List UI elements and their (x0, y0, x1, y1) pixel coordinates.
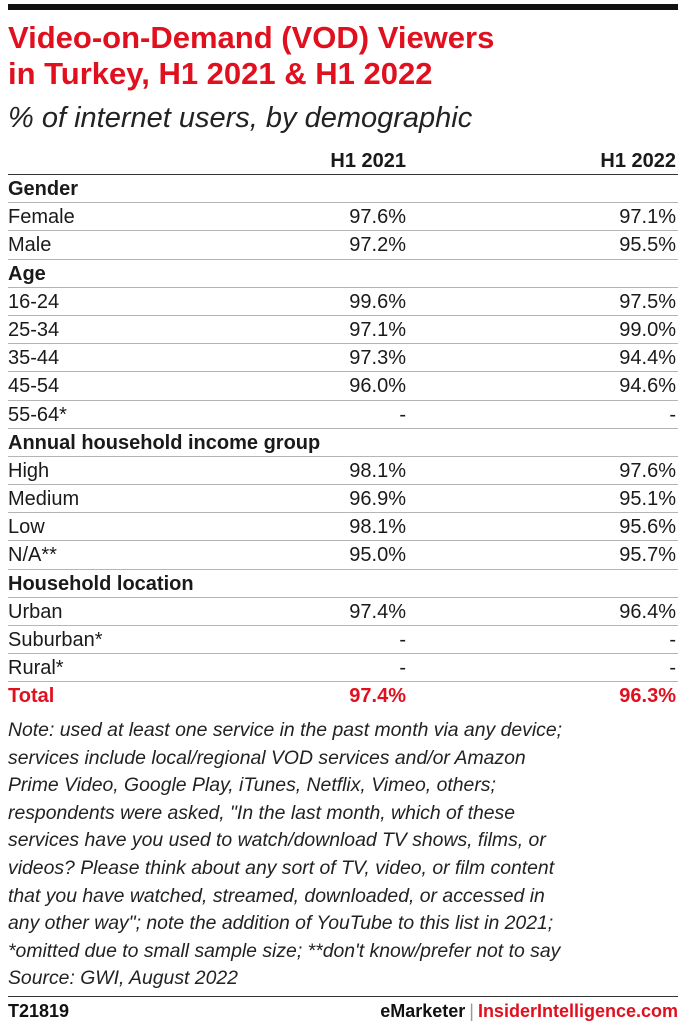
cell-h1-2021: - (399, 657, 406, 680)
cell-h1-2021: 96.9% (349, 488, 406, 511)
chart-id: T21819 (8, 1001, 70, 1021)
table-row: Suburban* - - (8, 626, 678, 655)
total-row: Total 97.4% 96.3% (8, 682, 678, 710)
table-row: 55-64* - - (8, 401, 678, 429)
cell-h1-2021: 95.0% (349, 544, 406, 567)
row-label: 35-44 (8, 347, 60, 370)
cell-h1-2022: 95.1% (619, 488, 676, 511)
row-label: Rural* (8, 657, 64, 680)
row-label: Urban (8, 600, 63, 623)
table-row: N/A** 95.0% 95.7% (8, 541, 678, 570)
table-row: Medium 96.9% 95.1% (8, 485, 678, 514)
section-row: Age (8, 260, 678, 288)
row-label: High (8, 459, 50, 482)
cell-h1-2022: - (669, 403, 676, 426)
note-line: Note: used at least one service in the p… (8, 719, 563, 741)
row-label: N/A** (8, 544, 57, 567)
cell-h1-2022: 97.5% (619, 290, 676, 313)
cell-h1-2021: 98.1% (349, 459, 406, 482)
note-line: services include local/regional VOD serv… (8, 746, 526, 769)
table-body: Gender Female 97.6% 97.1% Male 97.2% 95.5% Age 1… (8, 175, 678, 711)
table-row: 35-44 97.3% 94.4% (8, 344, 678, 373)
top-rule (8, 4, 678, 10)
table-row: Rural* - - (8, 654, 678, 683)
chart-subtitle: % of internet users, by demographic (8, 102, 473, 134)
cell-h1-2022: - (669, 629, 676, 651)
table-row: Urban 97.4% 96.4% (8, 598, 678, 626)
cell-h1-2022: 95.7% (619, 544, 676, 567)
cell-h1-2022: 96.3% (619, 685, 676, 708)
section-row: Household location (8, 570, 678, 598)
note-line: respondents were asked, "In the last mon… (8, 801, 516, 824)
cell-h1-2021: 99.6% (349, 290, 406, 313)
column-header-h1-2022: H1 2022 (600, 150, 676, 172)
chart-note: Note: used at least one service in the p… (8, 717, 678, 993)
row-label: Medium (8, 488, 80, 511)
cell-h1-2022: 97.1% (619, 206, 676, 229)
cell-h1-2021: 96.0% (349, 375, 406, 398)
table-row: Low 98.1% 95.6% (8, 513, 678, 542)
row-label: Female (8, 206, 75, 229)
cell-h1-2022: 95.5% (619, 234, 676, 257)
cell-h1-2022: 94.4% (619, 347, 676, 370)
row-label: 25-34 (8, 318, 60, 341)
cell-h1-2022: 94.6% (619, 375, 676, 398)
note-line: Prime Video, Google Play, iTunes, Netfli… (8, 774, 496, 797)
table-row: 45-54 96.0% 94.6% (8, 372, 678, 401)
cell-h1-2021: - (399, 403, 406, 426)
table-row: High 98.1% 97.6% (8, 457, 678, 486)
row-label: Male (8, 234, 52, 257)
cell-h1-2021: 97.1% (349, 318, 406, 341)
brand-insider-intelligence: InsiderIntelligence.com (477, 1001, 678, 1021)
row-label: Suburban* (8, 629, 103, 651)
cell-h1-2022: 95.6% (619, 516, 676, 539)
cell-h1-2021: 97.4% (349, 600, 406, 623)
note-line: that you have watched, streamed, downloa… (8, 884, 545, 907)
cell-h1-2021: 98.1% (349, 516, 406, 539)
footer-brand: eMarketer | InsiderIntelligence.com (380, 1001, 678, 1022)
note-line: *omitted due to small sample size; **don… (8, 939, 561, 962)
title-line-2: in Turkey, H1 2021 & H1 2022 (8, 56, 433, 91)
row-label: 45-54 (8, 375, 60, 398)
cell-h1-2021: 97.3% (349, 347, 406, 370)
cell-h1-2021: - (399, 629, 406, 651)
data-table: H1 2021 H1 2022 Gender Female 97.6% 97.1% Ma… (8, 144, 678, 711)
cell-h1-2021: 97.4% (349, 685, 406, 708)
note-line: services have you used to watch/download… (8, 829, 546, 852)
chart-title: Video-on-Demand (VOD) Viewers in Turkey,… (8, 20, 678, 92)
row-label: Low (8, 516, 45, 539)
row-label: Total (8, 685, 55, 708)
cell-h1-2022: 99.0% (619, 318, 676, 341)
row-label: Gender (8, 178, 79, 200)
note-line: videos? Please think about any sort of T… (8, 856, 555, 879)
row-label: Age (8, 262, 46, 285)
row-label: Annual household income group (8, 431, 321, 454)
note-line: any other way"; note the addition of You… (8, 912, 554, 935)
cell-h1-2022: - (669, 657, 676, 680)
section-row: Annual household income group (8, 429, 678, 457)
table-row: 16-24 99.6% 97.5% (8, 288, 678, 316)
section-row: Gender (8, 175, 678, 204)
row-label: 55-64* (8, 403, 67, 426)
table-row: Male 97.2% 95.5% (8, 231, 678, 260)
table-row: Female 97.6% 97.1% (8, 203, 678, 232)
cell-h1-2022: 97.6% (619, 459, 676, 482)
table-header: H1 2021 H1 2022 (8, 144, 678, 175)
cell-h1-2022: 96.4% (619, 600, 676, 623)
footer-rule (8, 996, 678, 997)
title-line-1: Video-on-Demand (VOD) Viewers (8, 20, 495, 55)
column-header-h1-2021: H1 2021 (330, 150, 406, 172)
cell-h1-2021: 97.2% (349, 234, 406, 257)
table-row: 25-34 97.1% 99.0% (8, 316, 678, 345)
row-label: Household location (8, 572, 194, 595)
brand-separator: | (469, 1001, 474, 1021)
source-line: Source: GWI, August 2022 (8, 967, 238, 990)
brand-emarketer: eMarketer (380, 1001, 466, 1021)
cell-h1-2021: 97.6% (349, 206, 406, 229)
row-label: 16-24 (8, 290, 60, 313)
